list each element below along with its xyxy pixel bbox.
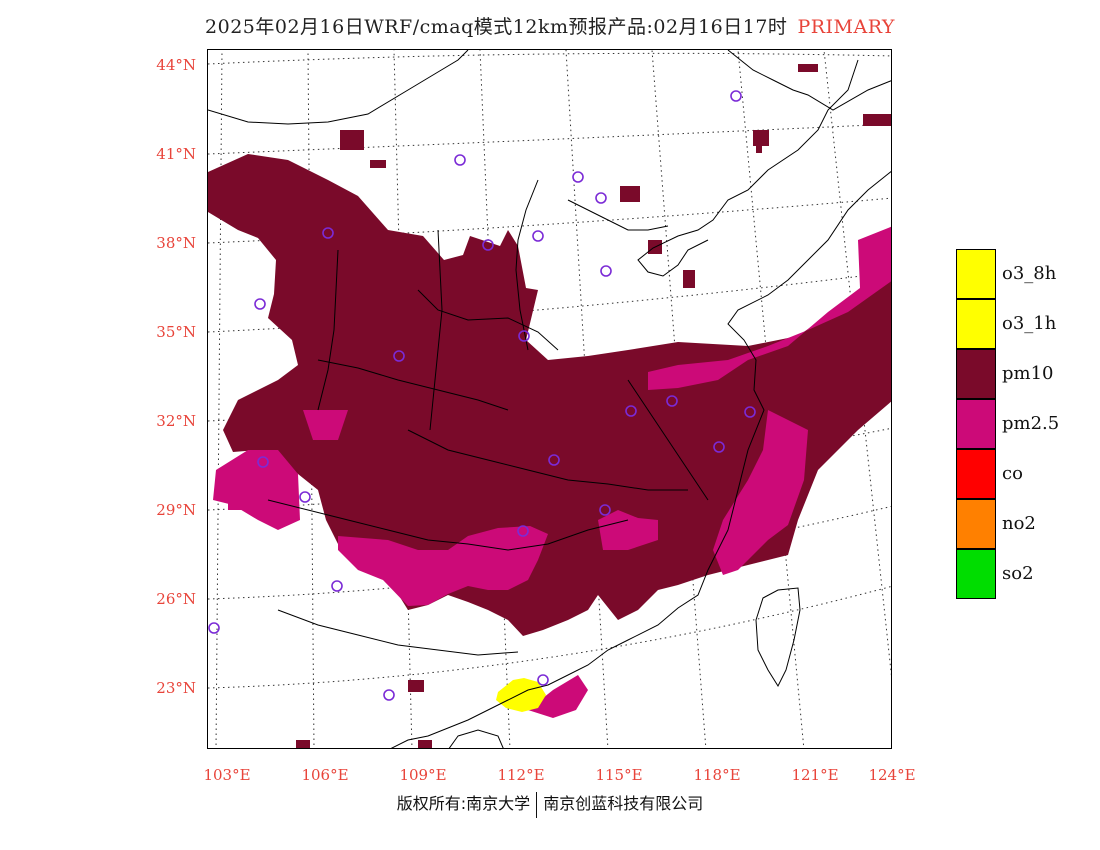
- province-line-9: [627, 379, 709, 501]
- station-marker[interactable]: [383, 689, 395, 701]
- lon-label-106: 106°E: [301, 766, 349, 784]
- station-marker[interactable]: [744, 406, 756, 418]
- province-line-6: [515, 179, 539, 351]
- province-line-5: [277, 609, 519, 656]
- province-line-7: [429, 229, 443, 431]
- legend-label: co: [1002, 463, 1023, 484]
- lon-label-118: 118°E: [693, 766, 741, 784]
- map-frame[interactable]: [207, 49, 892, 749]
- station-marker[interactable]: [393, 350, 405, 362]
- station-marker[interactable]: [537, 674, 549, 686]
- gridline-lon-103: [215, 50, 223, 748]
- lat-label-41: 41°N: [156, 145, 196, 163]
- legend-swatch: [956, 349, 996, 399]
- province-line-1: [417, 289, 559, 351]
- lon-label-124: 124°E: [868, 766, 916, 784]
- station-marker[interactable]: [331, 580, 343, 592]
- station-marker[interactable]: [454, 154, 466, 166]
- north-border: [208, 50, 469, 125]
- legend-swatch: [956, 449, 996, 499]
- legend-label: so2: [1002, 563, 1034, 584]
- legend-swatch: [956, 399, 996, 449]
- province-line-2: [317, 359, 509, 411]
- lat-label-23: 23°N: [156, 679, 196, 697]
- lon-label-121: 121°E: [791, 766, 839, 784]
- legend-label: no2: [1002, 513, 1036, 534]
- hainan-outline: [448, 729, 504, 748]
- station-marker[interactable]: [666, 395, 678, 407]
- province-line-10: [567, 199, 669, 231]
- lon-label-112: 112°E: [497, 766, 545, 784]
- station-marker[interactable]: [572, 171, 584, 183]
- legend-swatch: [956, 499, 996, 549]
- gridline-lat-41: [208, 123, 891, 155]
- station-marker[interactable]: [548, 454, 560, 466]
- copyright-separator: [536, 791, 538, 818]
- bohai-coast: [637, 59, 859, 277]
- legend-swatch: [956, 549, 996, 599]
- coastline: [390, 170, 891, 748]
- gridline-lat-44: [208, 52, 891, 65]
- lat-label-26: 26°N: [156, 590, 196, 608]
- province-line-8: [317, 249, 339, 411]
- lon-label-109: 109°E: [399, 766, 447, 784]
- legend-swatch: [956, 299, 996, 349]
- station-marker[interactable]: [730, 90, 742, 102]
- boundaries: [208, 50, 891, 748]
- station-marker[interactable]: [713, 441, 725, 453]
- station-marker[interactable]: [518, 330, 530, 342]
- station-marker[interactable]: [257, 456, 269, 468]
- title-text: 2025年02月16日WRF/cmaq模式12km预报产品:02月16日17时: [205, 16, 788, 38]
- legend-label: o3_8h: [1002, 263, 1057, 284]
- pm25-area: [213, 226, 891, 718]
- station-marker[interactable]: [600, 265, 612, 277]
- legend-label: pm2.5: [1002, 413, 1060, 434]
- map-title: 2025年02月16日WRF/cmaq模式12km预报产品:02月16日17时 P…: [0, 12, 1100, 39]
- lat-label-44: 44°N: [156, 56, 196, 74]
- copyright-right: 南京创蓝科技有限公司: [543, 794, 704, 813]
- lon-label-115: 115°E: [595, 766, 643, 784]
- station-marker[interactable]: [599, 504, 611, 516]
- pm10-area: [208, 64, 891, 748]
- gridline-lon-121: [737, 50, 805, 748]
- map-canvas[interactable]: [208, 50, 892, 749]
- station-marker[interactable]: [299, 491, 311, 503]
- primary-tag: PRIMARY: [797, 16, 895, 38]
- legend-label: pm10: [1002, 363, 1054, 384]
- station-marker[interactable]: [625, 405, 637, 417]
- lat-label-32: 32°N: [156, 412, 196, 430]
- lat-label-38: 38°N: [156, 234, 196, 252]
- taiwan-outline: [755, 587, 801, 688]
- station-marker[interactable]: [482, 239, 494, 251]
- station-marker[interactable]: [322, 227, 334, 239]
- legend-swatch: [956, 249, 996, 299]
- station-marker[interactable]: [532, 230, 544, 242]
- northeast-border: [727, 50, 891, 111]
- station-marker[interactable]: [517, 525, 529, 537]
- copyright-left: 版权所有:南京大学: [396, 794, 531, 813]
- lat-label-35: 35°N: [156, 323, 196, 341]
- o3-area: [496, 678, 546, 712]
- legend-label: o3_1h: [1002, 313, 1057, 334]
- station-marker[interactable]: [595, 192, 607, 204]
- lon-label-103: 103°E: [203, 766, 251, 784]
- station-marker[interactable]: [254, 298, 266, 310]
- copyright: 版权所有:南京大学 南京创蓝科技有限公司: [0, 790, 1100, 818]
- gridline-lon-124: [823, 50, 891, 677]
- province-line-4: [407, 429, 688, 491]
- lat-label-29: 29°N: [156, 501, 196, 519]
- province-line-3: [267, 499, 629, 551]
- station-marker[interactable]: [208, 622, 220, 634]
- monitoring-stations[interactable]: [208, 90, 756, 701]
